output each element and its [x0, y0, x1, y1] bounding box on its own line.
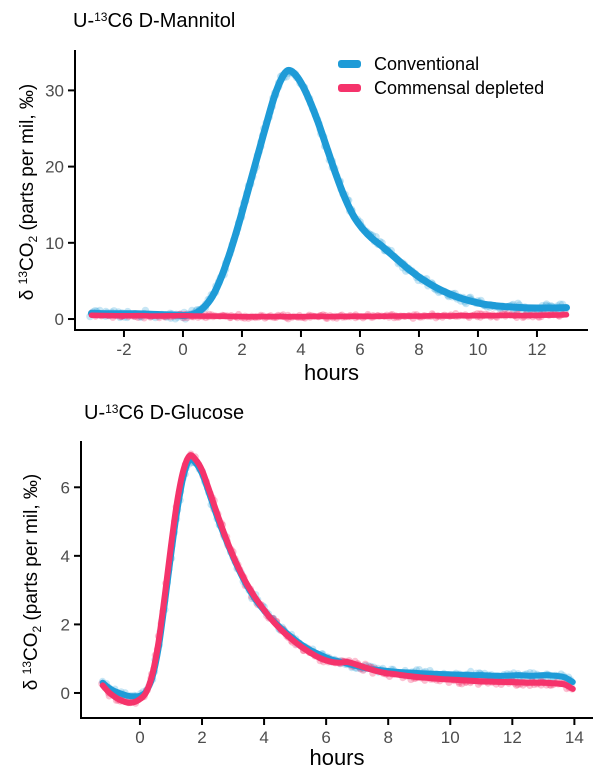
- x-tick-label: -2: [116, 340, 131, 359]
- title-suffix: C6 D-Mannitol: [107, 10, 236, 32]
- glucose-chart-title: U-13C6 D-Glucose: [84, 402, 244, 425]
- x-tick-label: 14: [565, 728, 584, 747]
- glucose-x-axis-label: hours: [309, 745, 365, 770]
- y-tick-label: 2: [61, 615, 70, 634]
- title-prefix: U-: [73, 10, 95, 32]
- x-tick-label: 6: [321, 728, 330, 747]
- title-superscript: 13: [105, 402, 119, 416]
- title-prefix: U-: [84, 402, 106, 424]
- y-tick-label: 20: [45, 158, 64, 177]
- x-tick-label: 12: [528, 340, 547, 359]
- x-tick-label: 0: [178, 340, 187, 359]
- x-tick-label: 8: [414, 340, 423, 359]
- series-line-conventional: [88, 66, 570, 319]
- glucose-y-axis-label: δ 13CO2 (parts per mil, ‰): [20, 473, 44, 691]
- y-tick-label: 0: [61, 684, 70, 703]
- x-tick-label: 10: [469, 340, 488, 359]
- y-tick-label: 0: [55, 310, 64, 329]
- x-tick-label: 0: [135, 728, 144, 747]
- legend-item-conventional: Conventional: [338, 52, 544, 76]
- y-tick-label: 10: [45, 234, 64, 253]
- x-tick-label: 2: [237, 340, 246, 359]
- x-tick-label: 4: [259, 728, 268, 747]
- legend-label: Conventional: [374, 53, 480, 74]
- commensal-depleted-swatch-icon: [338, 84, 361, 92]
- legend-item-commensal-depleted: Commensal depleted: [338, 76, 544, 100]
- y-tick-label: 4: [61, 547, 70, 566]
- x-tick-label: 8: [383, 728, 392, 747]
- x-tick-label: 12: [503, 728, 522, 747]
- mannitol-chart-svg: -2 0 2 4 6 8 10 12 0 10 20 30: [45, 50, 588, 359]
- glucose-chart-svg: 0 2 4 6 8 10 12 14 0 2 4 6: [61, 441, 593, 747]
- y-tick-label: 6: [61, 478, 70, 497]
- scatter-conventional: [86, 67, 569, 323]
- series-line-commensal-depleted: [99, 452, 576, 706]
- mannitol-x-axis-label: hours: [303, 360, 360, 385]
- y-tick-label: 30: [45, 81, 64, 100]
- mannitol-y-axis-label: δ 13CO2 (parts per mil, ‰): [16, 83, 40, 301]
- x-tick-label: 4: [296, 340, 305, 359]
- legend: Conventional Commensal depleted: [338, 52, 544, 100]
- mannitol-chart-title: U-13C6 D-Mannitol: [73, 10, 235, 33]
- x-tick-label: 2: [197, 728, 206, 747]
- glucose-chart: 0 2 4 6 8 10 12 14 0 2 4 6 U-13C6 D-Glucose δ 13CO2…: [0, 386, 604, 772]
- title-superscript: 13: [94, 10, 108, 24]
- x-tick-label: 10: [441, 728, 460, 747]
- mannitol-chart: -2 0 2 4 6 8 10 12 0 10 20 30 U-13C6 D-Mannitol δ 1…: [16, 10, 588, 385]
- series-line-commensal-depleted: [88, 312, 570, 320]
- x-tick-label: 6: [355, 340, 364, 359]
- legend-label: Commensal depleted: [374, 77, 545, 98]
- title-suffix: C6 D-Glucose: [118, 402, 245, 424]
- conventional-swatch-icon: [338, 60, 361, 68]
